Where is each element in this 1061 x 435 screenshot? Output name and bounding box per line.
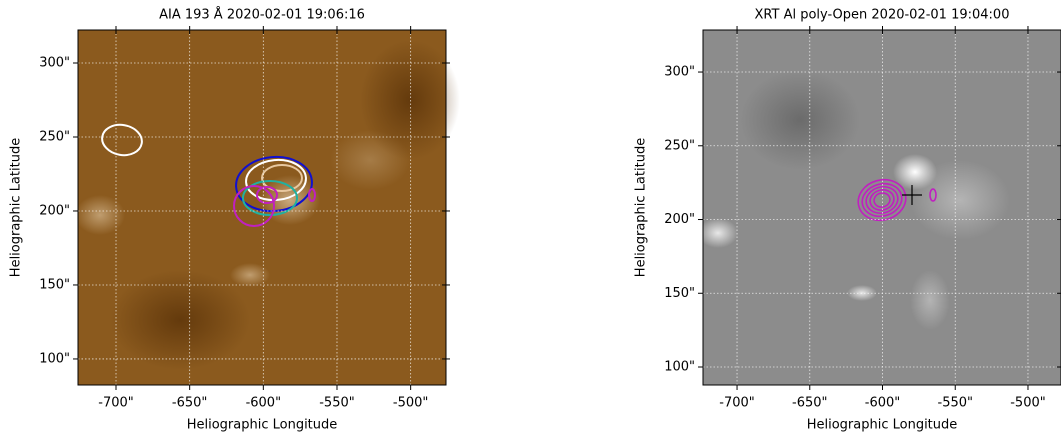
contour bbox=[101, 123, 143, 157]
contour bbox=[256, 186, 278, 204]
bright-patch bbox=[910, 160, 1010, 240]
contour bbox=[929, 188, 937, 202]
dark-patch bbox=[740, 70, 860, 170]
x-tick-label: -550" bbox=[938, 396, 973, 411]
y-tick-label: 300" bbox=[39, 55, 70, 70]
panel: -700" -650" -600" -550" -500" 100" 150" 200" 250… bbox=[634, 8, 1061, 433]
contour bbox=[233, 185, 275, 227]
y-tick-label: 300" bbox=[664, 65, 695, 80]
axes-frame bbox=[702, 29, 1061, 386]
x-tick-label: -700" bbox=[98, 396, 133, 411]
contour bbox=[865, 185, 899, 215]
x-tick-label: -500" bbox=[393, 396, 428, 411]
axes-frame bbox=[77, 29, 447, 386]
contour bbox=[242, 180, 298, 216]
x-tick-label: -600" bbox=[246, 396, 281, 411]
bright-patch bbox=[698, 218, 738, 248]
bright-patch bbox=[230, 263, 270, 287]
panel: -700" -650" -600" -550" -500" 100" 150" 200" 250… bbox=[9, 7, 460, 433]
y-tick-label: 150" bbox=[664, 286, 695, 301]
y-axis-label: Heliographic Latitude bbox=[634, 138, 649, 277]
chart-title: XRT Al poly-Open 2020-02-01 19:04:00 bbox=[755, 8, 1010, 23]
y-tick-label: 200" bbox=[664, 212, 695, 227]
chart-title: AIA 193 Å 2020-02-01 19:06:16 bbox=[159, 7, 365, 23]
cross-marker bbox=[902, 185, 922, 205]
bright-patch bbox=[910, 270, 950, 330]
contour bbox=[861, 182, 903, 218]
contour bbox=[869, 189, 895, 211]
bright-patch bbox=[75, 195, 125, 235]
x-tick-label: -500" bbox=[1010, 396, 1045, 411]
bright-patch bbox=[260, 175, 320, 225]
dark-patch bbox=[360, 40, 460, 160]
y-tick-label: 250" bbox=[39, 129, 70, 144]
x-axis-label: Heliographic Longitude bbox=[807, 418, 958, 433]
dark-patch bbox=[110, 270, 250, 370]
x-tick-label: -600" bbox=[865, 396, 900, 411]
contour bbox=[873, 192, 891, 208]
x-tick-label: -700" bbox=[719, 396, 754, 411]
y-axis-label: Heliographic Latitude bbox=[9, 138, 24, 277]
contour bbox=[857, 178, 907, 222]
x-tick-label: -650" bbox=[172, 396, 207, 411]
contour bbox=[235, 155, 313, 213]
x-tick-label: -650" bbox=[792, 396, 827, 411]
x-axis-label: Heliographic Longitude bbox=[187, 418, 338, 433]
y-tick-label: 150" bbox=[39, 277, 70, 292]
contour bbox=[261, 164, 303, 192]
contour bbox=[308, 188, 316, 202]
y-tick-label: 250" bbox=[664, 138, 695, 153]
y-tick-label: 100" bbox=[664, 360, 695, 375]
x-tick-label: -550" bbox=[319, 396, 354, 411]
contour bbox=[245, 158, 307, 202]
y-tick-label: 100" bbox=[39, 351, 70, 366]
y-tick-label: 200" bbox=[39, 203, 70, 218]
